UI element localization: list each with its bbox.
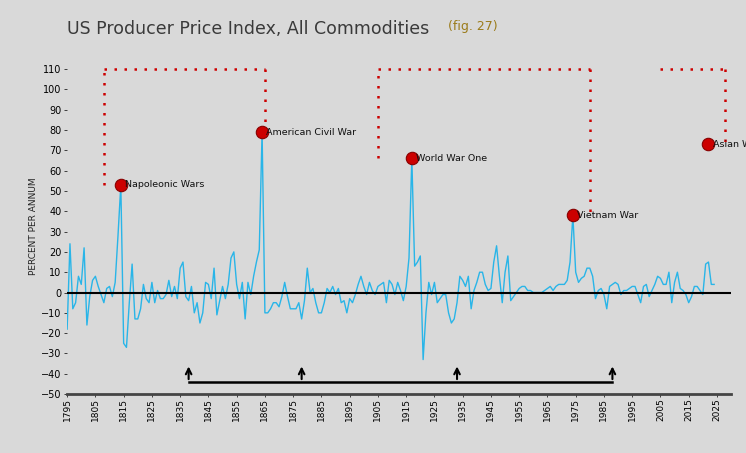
- Point: [256, 128, 268, 135]
- Point: [115, 181, 127, 188]
- Text: Vietnam War: Vietnam War: [577, 211, 639, 220]
- Text: (fig. 27): (fig. 27): [444, 20, 498, 34]
- Text: American Civil War: American Civil War: [266, 128, 357, 136]
- Point: [406, 155, 418, 162]
- Text: Napoleonic Wars: Napoleonic Wars: [125, 180, 204, 189]
- Text: US Producer Price Index, All Commodities: US Producer Price Index, All Commodities: [67, 20, 430, 39]
- Point: [703, 140, 715, 148]
- Point: [567, 212, 579, 219]
- Y-axis label: PERCENT PER ANNUM: PERCENT PER ANNUM: [29, 178, 38, 275]
- Text: World War One: World War One: [416, 154, 487, 163]
- Text: Asian War: Asian War: [712, 140, 746, 149]
